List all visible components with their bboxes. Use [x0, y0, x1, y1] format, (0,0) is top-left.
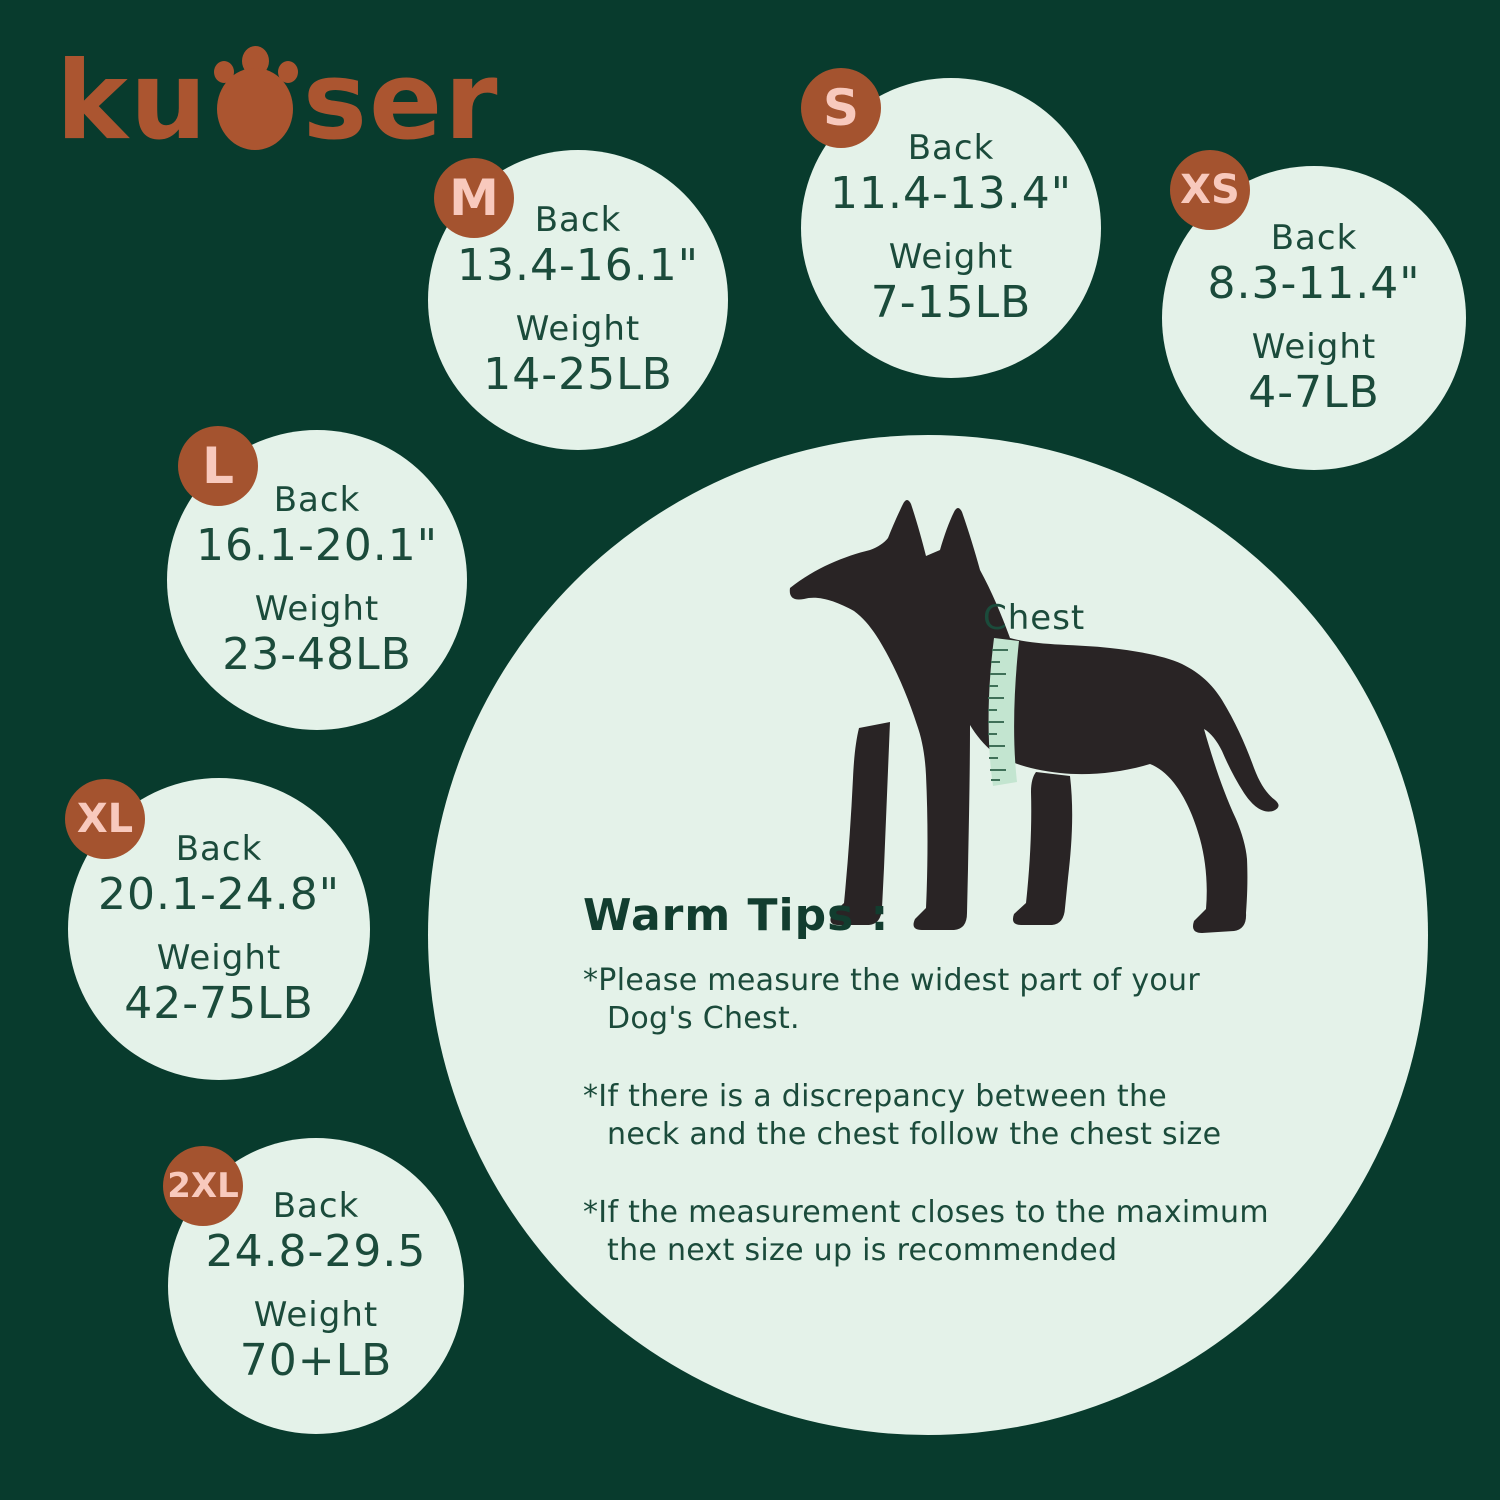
chest-label: Chest [983, 598, 1086, 638]
size-circle-2xl: 2XL Back 24.8-29.5 Weight 70+LB [163, 1138, 464, 1434]
brand-logo: ku ser [56, 46, 500, 156]
weight-value: 4-7LB [1248, 367, 1380, 418]
weight-label: Weight [515, 309, 641, 349]
weight-value: 70+LB [239, 1335, 393, 1386]
size-badge-m: M [434, 158, 514, 238]
weight-value: 23-48LB [222, 629, 412, 680]
size-badge-s: S [801, 68, 881, 148]
size-badge-xs: XS [1170, 150, 1250, 230]
tip-line: *If the measurement closes to the maximu… [583, 1195, 1269, 1230]
weight-label: Weight [254, 589, 380, 629]
tip-item: *Please measure the widest part of your … [583, 962, 1343, 1038]
size-circle-l: L Back 16.1-20.1" Weight 23-48LB [167, 426, 467, 730]
weight-value: 7-15LB [870, 277, 1032, 328]
back-value: 13.4-16.1" [456, 240, 700, 291]
back-label: Back [907, 128, 995, 168]
weight-label: Weight [253, 1295, 379, 1335]
paw-icon [211, 46, 299, 150]
tip-line: Dog's Chest. [607, 1001, 800, 1036]
tip-line: the next size up is recommended [607, 1233, 1118, 1268]
size-badge-2xl: 2XL [163, 1146, 243, 1226]
logo-text-right: ser [302, 39, 500, 164]
back-label: Back [534, 200, 622, 240]
back-label: Back [273, 480, 361, 520]
size-badge-label: L [202, 437, 234, 495]
weight-value: 42-75LB [124, 978, 314, 1029]
tip-item: *If the measurement closes to the maximu… [583, 1194, 1343, 1270]
back-value: 24.8-29.5 [205, 1226, 427, 1277]
warm-tips-list: *Please measure the widest part of your … [583, 962, 1343, 1310]
weight-label: Weight [156, 938, 282, 978]
size-badge-l: L [178, 426, 258, 506]
tip-line: *Please measure the widest part of your [583, 963, 1201, 998]
tip-item: *If there is a discrepancy between the n… [583, 1078, 1343, 1154]
back-label: Back [175, 829, 263, 869]
tip-line: *If there is a discrepancy between the [583, 1079, 1168, 1114]
back-value: 8.3-11.4" [1207, 258, 1421, 309]
size-badge-label: XL [76, 796, 134, 842]
size-badge-label: 2XL [167, 1166, 239, 1206]
back-value: 11.4-13.4" [829, 168, 1073, 219]
back-label: Back [272, 1186, 360, 1226]
back-value: 20.1-24.8" [97, 869, 341, 920]
weight-label: Weight [888, 237, 1014, 277]
size-badge-label: M [449, 169, 499, 227]
warm-tips-heading: Warm Tips : [583, 890, 890, 941]
logo-text-left: ku [56, 39, 209, 164]
dog-silhouette [789, 500, 1279, 933]
size-circle-m: M Back 13.4-16.1" Weight 14-25LB [428, 150, 728, 450]
size-circle-xl: XL Back 20.1-24.8" Weight 42-75LB [65, 778, 370, 1080]
back-value: 16.1-20.1" [195, 520, 439, 571]
tip-line: neck and the chest follow the chest size [607, 1117, 1222, 1152]
size-circle-s: S Back 11.4-13.4" Weight 7-15LB [801, 68, 1101, 378]
weight-label: Weight [1251, 327, 1377, 367]
size-badge-label: XS [1180, 167, 1240, 213]
size-badge-label: S [822, 79, 859, 137]
size-badge-xl: XL [65, 779, 145, 859]
back-label: Back [1270, 218, 1358, 258]
size-circle-xs: XS Back 8.3-11.4" Weight 4-7LB [1162, 150, 1466, 470]
weight-value: 14-25LB [483, 349, 673, 400]
measuring-tape-icon [988, 638, 1019, 786]
